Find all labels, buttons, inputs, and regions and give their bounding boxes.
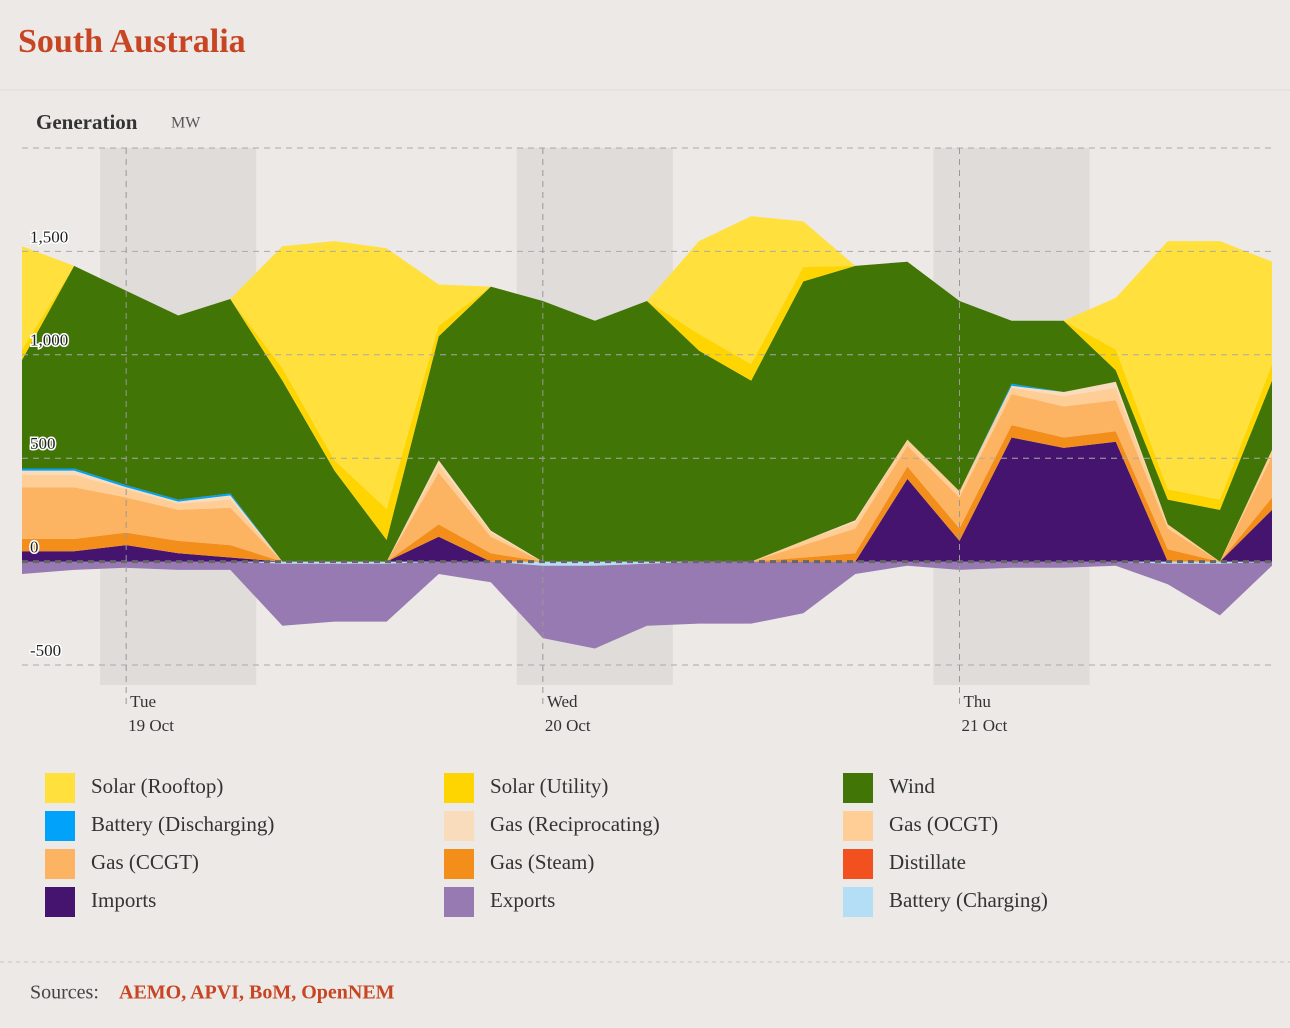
area: [22, 261, 1272, 540]
area: [22, 437, 1272, 562]
legend-label: Exports: [490, 888, 555, 912]
legend-label: Solar (Utility): [490, 774, 608, 798]
legend-swatch: [843, 773, 873, 803]
area: [22, 425, 1272, 562]
legend-label: Distillate: [889, 850, 966, 874]
legend-swatch: [843, 849, 873, 879]
legend-label: Wind: [889, 774, 935, 798]
legend-label: Gas (Reciprocating): [490, 812, 660, 836]
sources: AEMO, APVI, BoM, OpenNEM: [119, 982, 395, 1004]
legend-swatch: [45, 849, 75, 879]
y-axis-unit: MW: [171, 115, 201, 132]
x-tick-label: 20 Oct: [545, 716, 591, 735]
legend-label: Gas (CCGT): [91, 850, 199, 874]
legend-swatch: [444, 773, 474, 803]
legend-swatch: [843, 887, 873, 917]
legend-swatch: [45, 773, 75, 803]
x-tick-label: Tue: [130, 692, 156, 711]
x-tick-label: 21 Oct: [962, 716, 1008, 735]
legend-swatch: [843, 811, 873, 841]
y-tick-label: 0: [30, 538, 39, 557]
legend-swatch: [444, 811, 474, 841]
legend-label: Battery (Charging): [889, 888, 1048, 912]
legend-label: Battery (Discharging): [91, 812, 274, 836]
legend-label: Gas (Steam): [490, 850, 594, 874]
y-tick-label: 500: [30, 434, 56, 453]
area: [22, 561, 1272, 649]
y-tick-label: 1,500: [30, 227, 68, 246]
legend-label: Gas (OCGT): [889, 812, 998, 836]
y-tick-label: 1,000: [30, 331, 68, 350]
sources-label: Sources:: [30, 982, 99, 1004]
legend-swatch: [45, 811, 75, 841]
chart-title: South Australia: [18, 23, 246, 60]
y-axis-label: Generation: [36, 110, 138, 134]
area: [22, 216, 1272, 509]
x-tick-label: Wed: [547, 692, 578, 711]
legend-label: Imports: [91, 888, 156, 912]
legend-swatch: [444, 849, 474, 879]
legend-label: Solar (Rooftop): [91, 774, 223, 798]
area: [22, 394, 1272, 562]
legend-swatch: [45, 887, 75, 917]
x-tick-label: 19 Oct: [128, 716, 174, 735]
legend-swatch: [444, 887, 474, 917]
y-tick-label: -500: [30, 641, 61, 660]
x-tick-label: Thu: [964, 692, 992, 711]
